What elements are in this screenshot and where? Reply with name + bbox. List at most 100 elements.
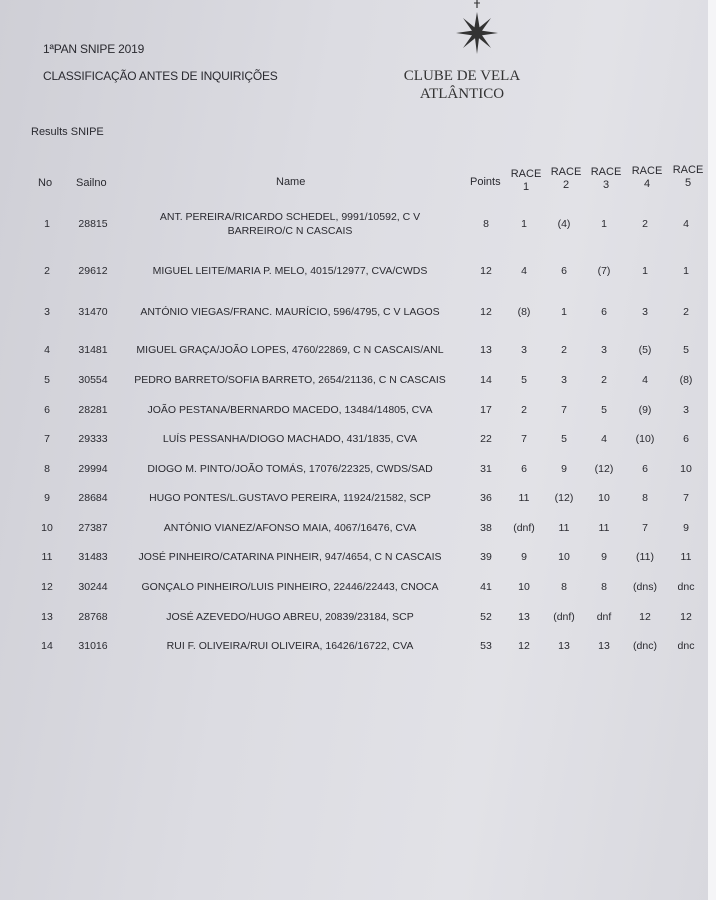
- col-no: No: [38, 177, 53, 189]
- points: 39: [480, 551, 492, 563]
- race-2-result: 3: [561, 374, 567, 386]
- sail-number: 31483: [78, 551, 108, 563]
- race-5-result: 2: [683, 306, 689, 318]
- race-2-result: (4): [557, 218, 571, 230]
- race-5-result: (8): [679, 374, 693, 386]
- race-2-result: 1: [561, 306, 567, 318]
- crew-name: HUGO PONTES/L.GUSTAVO PEREIRA, 11924/215…: [149, 492, 431, 504]
- race-4-result: 8: [642, 492, 648, 504]
- race-3-result: 1: [601, 218, 607, 230]
- race-2-result: (dnf): [553, 611, 575, 623]
- race-4-result: (dns): [633, 581, 657, 593]
- sail-number: 29994: [78, 463, 108, 475]
- race-label: RACE: [510, 168, 542, 180]
- race-5-result: 7: [683, 492, 689, 504]
- race-4-result: (5): [638, 344, 652, 356]
- race-2-result: 2: [561, 344, 567, 356]
- race-3-result: 5: [601, 404, 607, 416]
- race-4-result: 6: [642, 463, 648, 475]
- race-4-result: (10): [635, 433, 655, 445]
- sail-number: 30554: [78, 374, 108, 386]
- race-4-result: 4: [642, 374, 648, 386]
- race-1-result: 4: [521, 265, 527, 277]
- crew-name: JOSÉ PINHEIRO/CATARINA PINHEIR, 947/4654…: [138, 551, 442, 563]
- paper-edge: [708, 0, 716, 900]
- sail-number: 28281: [78, 404, 108, 416]
- race-number: 2: [562, 179, 570, 191]
- row-number: 11: [41, 551, 53, 563]
- race-5-result: 9: [683, 522, 689, 534]
- race-1-result: 6: [521, 463, 527, 475]
- race-2-result: 13: [558, 640, 570, 652]
- race-3-result: 8: [601, 581, 607, 593]
- race-3-result: 10: [598, 492, 610, 504]
- col-name: Name: [276, 176, 306, 188]
- crew-name: MIGUEL GRAÇA/JOÃO LOPES, 4760/22869, C N…: [136, 344, 444, 356]
- points: 8: [483, 218, 489, 230]
- crew-name: PEDRO BARRETO/SOFIA BARRETO, 2654/21136,…: [134, 374, 446, 386]
- points: 31: [480, 463, 492, 475]
- col-race-1: RACE 1: [508, 168, 544, 194]
- club-name: CLUBE DE VELA ATLÂNTICO: [382, 67, 542, 103]
- race-5-result: 12: [680, 611, 692, 623]
- race-3-result: 9: [601, 551, 607, 563]
- col-race-5: RACE 5: [670, 164, 706, 190]
- race-1-result: 9: [521, 551, 527, 563]
- row-number: 12: [41, 581, 53, 593]
- crew-name: GONÇALO PINHEIRO/LUIS PINHEIRO, 22446/22…: [141, 581, 439, 593]
- race-3-result: 3: [601, 344, 607, 356]
- sail-number: 31470: [78, 306, 108, 318]
- race-4-result: 7: [642, 522, 648, 534]
- race-5-result: 5: [683, 344, 689, 356]
- race-5-result: 11: [680, 551, 692, 563]
- sail-number: 31481: [78, 344, 108, 356]
- race-3-result: dnf: [596, 611, 612, 623]
- points: 53: [480, 640, 492, 652]
- race-1-result: 11: [518, 492, 530, 504]
- sail-number: 29612: [78, 265, 108, 277]
- race-5-result: 10: [680, 463, 692, 475]
- race-2-result: (12): [554, 492, 574, 504]
- race-4-result: 2: [642, 218, 648, 230]
- race-4-result: 12: [639, 611, 651, 623]
- crew-name: JOSÉ AZEVEDO/HUGO ABREU, 20839/23184, SC…: [166, 611, 414, 623]
- race-3-result: (7): [597, 265, 611, 277]
- results-label: Results SNIPE: [31, 126, 104, 138]
- sail-number: 27387: [78, 522, 108, 534]
- sail-number: 30244: [78, 581, 108, 593]
- crew-name: JOÃO PESTANA/BERNARDO MACEDO, 13484/1480…: [147, 404, 433, 416]
- row-number: 4: [44, 344, 50, 356]
- crew-name: MIGUEL LEITE/MARIA P. MELO, 4015/12977, …: [152, 265, 428, 277]
- event-title: 1ªPAN SNIPE 2019: [43, 42, 145, 56]
- col-sailno: Sailno: [76, 177, 107, 189]
- race-2-result: 8: [561, 581, 567, 593]
- race-2-result: 9: [561, 463, 567, 475]
- race-4-result: 1: [642, 265, 648, 277]
- crew-name: ANTÓNIO VIEGAS/FRANC. MAURÍCIO, 596/4795…: [140, 306, 440, 318]
- race-2-result: 5: [561, 433, 567, 445]
- compass-star-icon: [456, 0, 498, 54]
- sail-number: 28815: [78, 218, 108, 230]
- race-1-result: 10: [518, 581, 530, 593]
- race-1-result: 2: [521, 404, 527, 416]
- points: 36: [480, 492, 492, 504]
- row-number: 2: [44, 265, 50, 277]
- race-number: 1: [522, 181, 530, 193]
- col-race-3: RACE 3: [588, 166, 624, 192]
- col-points: Points: [470, 176, 501, 188]
- race-3-result: 13: [598, 640, 610, 652]
- race-5-result: 6: [683, 433, 689, 445]
- race-5-result: 3: [683, 404, 689, 416]
- sail-number: 29333: [78, 433, 108, 445]
- crew-name: DIOGO M. PINTO/JOÃO TOMÁS, 17076/22325, …: [147, 463, 433, 475]
- row-number: 5: [44, 374, 50, 386]
- row-number: 13: [41, 611, 53, 623]
- points: 52: [480, 611, 492, 623]
- race-2-result: 6: [561, 265, 567, 277]
- crew-name: ANTÓNIO VIANEZ/AFONSO MAIA, 4067/16476, …: [163, 522, 417, 534]
- race-label: RACE: [550, 166, 582, 178]
- race-2-result: 11: [558, 522, 570, 534]
- race-4-result: (11): [636, 551, 654, 563]
- race-1-result: 7: [521, 433, 527, 445]
- points: 17: [480, 404, 492, 416]
